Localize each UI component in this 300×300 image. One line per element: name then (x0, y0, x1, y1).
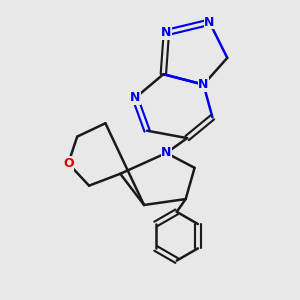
Text: O: O (63, 157, 74, 170)
Text: N: N (161, 26, 172, 39)
Text: N: N (130, 92, 140, 104)
Text: N: N (204, 16, 214, 29)
Text: N: N (161, 146, 172, 160)
Text: N: N (198, 78, 209, 91)
